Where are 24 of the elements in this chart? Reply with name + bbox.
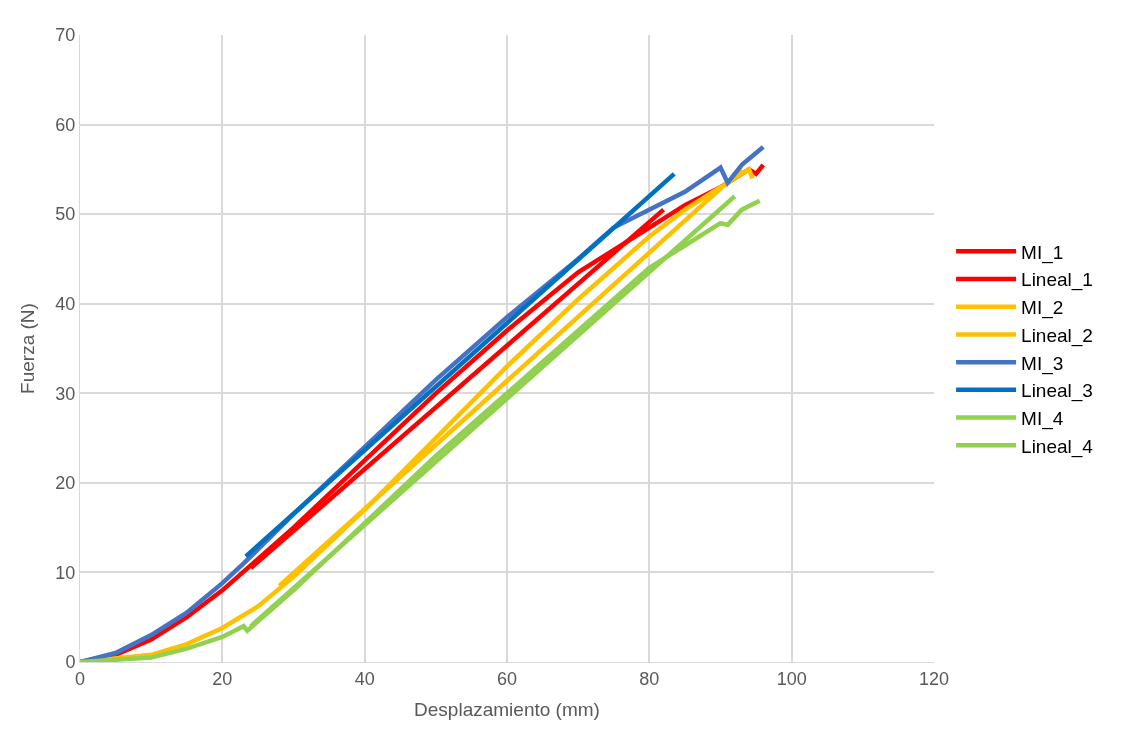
legend-label: Lineal_3 [1021,380,1093,403]
x-axis-title: Desplazamiento (mm) [414,699,600,721]
x-tick-label: 120 [918,668,950,689]
y-tick-label: 60 [55,114,76,135]
y-tick-label: 70 [55,25,76,46]
x-tick-label: 20 [212,668,233,689]
legend-label: MI_4 [1021,407,1064,430]
legend-label: MI_1 [1021,241,1064,264]
x-tick-label: 100 [776,668,807,689]
y-axis-title: Fuerza (N) [17,303,39,394]
y-tick-label: 0 [65,652,76,673]
legend-label: Lineal_2 [1021,324,1093,347]
y-tick-label: 10 [55,562,76,583]
x-tick-label: 40 [354,668,375,689]
y-tick-label: 30 [55,383,76,404]
y-tick-label: 20 [55,473,76,494]
legend-label: Lineal_4 [1021,435,1094,458]
y-tick-label: 50 [55,204,76,225]
x-tick-label: 80 [639,668,660,689]
x-tick-label: 60 [496,668,518,689]
legend-label: Lineal_1 [1021,269,1093,292]
y-tick-label: 40 [55,294,76,315]
legend-label: MI_3 [1021,352,1064,375]
legend-label: MI_2 [1021,297,1064,320]
